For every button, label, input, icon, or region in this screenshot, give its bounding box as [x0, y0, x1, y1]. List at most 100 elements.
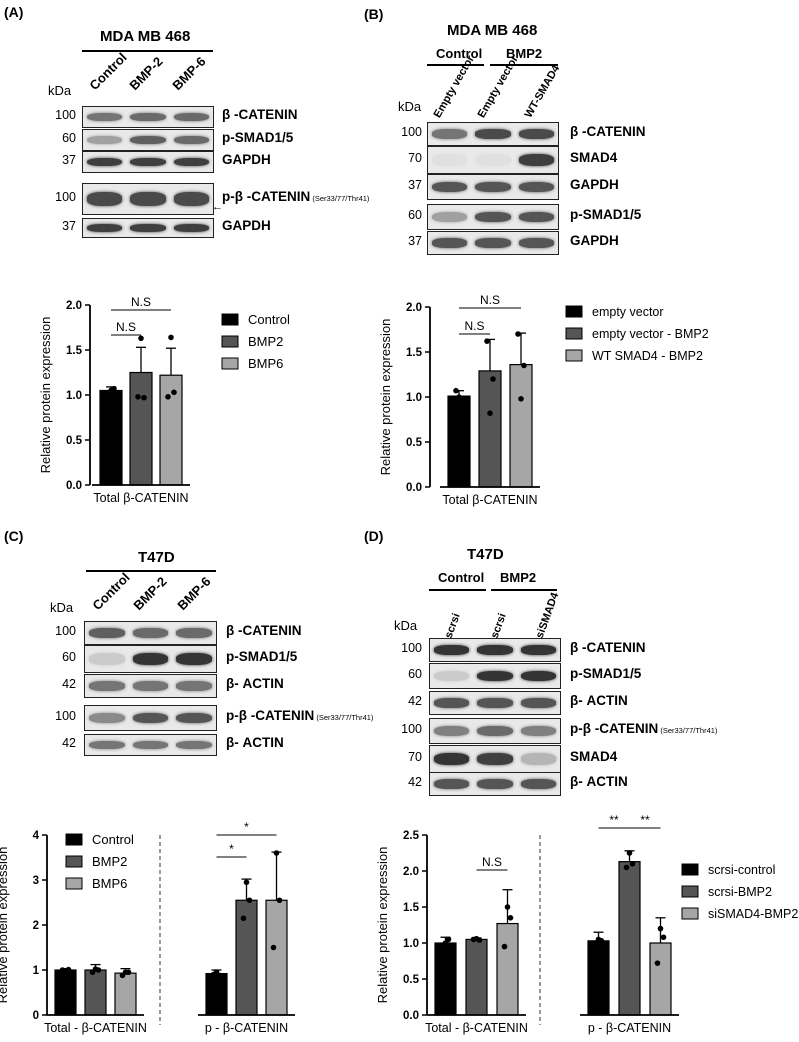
mw-marker: 37	[62, 153, 76, 167]
data-point	[240, 915, 247, 922]
data-point	[476, 937, 483, 943]
protein-band	[434, 779, 470, 789]
protein-name: SMAD4	[570, 150, 618, 165]
mw-marker: 37	[62, 219, 76, 233]
protein-band	[87, 192, 123, 206]
protein-band	[89, 653, 125, 665]
mw-marker: 37	[408, 234, 422, 248]
protein-band	[432, 238, 468, 248]
protein-label: β- ACTIN	[226, 735, 284, 750]
protein-name: GAPDH	[570, 233, 619, 248]
blot-strip	[429, 745, 561, 773]
legend-swatch	[221, 357, 239, 370]
significance-label: N.S	[482, 855, 502, 869]
y-tick-label: 2.0	[403, 866, 419, 878]
blot-strip	[429, 691, 561, 715]
protein-band	[87, 112, 123, 122]
blot-strip	[429, 772, 561, 796]
blot-strip	[82, 183, 214, 215]
blot-strip	[82, 129, 214, 151]
data-point	[171, 389, 177, 396]
mw-marker: 100	[401, 641, 422, 655]
protein-label: β -CATENIN	[570, 640, 645, 655]
lane-label-d-2: scrsi	[488, 611, 509, 640]
mw-marker: 37	[408, 178, 422, 192]
significance-label: N.S	[131, 295, 151, 309]
y-tick-label: 1.5	[66, 345, 83, 357]
significance-label: N.S	[116, 320, 136, 334]
data-point	[504, 904, 511, 910]
protein-name: β -CATENIN	[226, 623, 302, 638]
protein-band	[518, 154, 554, 166]
data-point	[243, 879, 250, 886]
legend-label: Control	[248, 312, 290, 327]
protein-band	[477, 753, 513, 765]
x-category-label: Total β-CATENIN	[93, 491, 188, 505]
protein-band	[89, 681, 125, 691]
data-point	[484, 338, 490, 344]
bar	[587, 940, 610, 1016]
protein-name: β -CATENIN	[570, 124, 646, 139]
y-tick-label: 1.5	[403, 902, 420, 914]
blot-strip	[84, 621, 217, 645]
group-underline-b-control	[427, 64, 484, 66]
protein-band	[520, 645, 556, 655]
protein-name: β -CATENIN	[222, 107, 298, 122]
protein-band	[477, 670, 513, 682]
bar	[265, 899, 288, 1016]
protein-band	[475, 154, 511, 166]
blot-strip	[84, 674, 217, 698]
data-point	[623, 864, 630, 871]
bar	[99, 389, 123, 486]
protein-band	[176, 740, 212, 750]
bar-chart-a: 0.0 0.5 1.0 1.5 2.0 Relative protein expressi…	[38, 295, 290, 505]
protein-label: β -CATENIN	[222, 107, 297, 122]
protein-band	[475, 211, 511, 223]
protein-band	[434, 753, 470, 765]
data-point	[459, 396, 465, 403]
protein-label: p-β -CATENIN (Ser33/77/Thr41)	[222, 189, 369, 204]
y-tick-label: 0.0	[406, 482, 422, 494]
mw-marker: 60	[408, 208, 422, 222]
protein-name: p-SMAD1/5	[570, 666, 642, 681]
mw-marker: 100	[55, 108, 76, 122]
protein-band	[89, 740, 125, 750]
protein-label: GAPDH	[570, 177, 619, 192]
group-label-b-control: Control	[436, 46, 483, 61]
mw-marker: 60	[62, 131, 76, 145]
protein-band	[518, 238, 554, 248]
blot-strip	[429, 638, 561, 662]
phospho-site-label: (Ser33/77/Thr41)	[658, 726, 718, 735]
panel-label-b: (B)	[364, 6, 384, 22]
protein-name: β- ACTIN	[226, 735, 284, 750]
protein-band	[173, 224, 209, 232]
protein-name: p-β -CATENIN	[222, 189, 311, 204]
kda-label-c: kDa	[50, 600, 74, 615]
blot-strip	[82, 106, 214, 128]
lane-label-d-1: scrsi	[442, 611, 463, 640]
bar-chart-b: 0.0 0.5 1.0 1.5 2.0 Relative protein expressi…	[378, 293, 709, 507]
bar	[84, 969, 107, 1016]
data-point	[95, 967, 102, 973]
phospho-site-label: (Ser33/77/Thr41)	[314, 713, 374, 722]
protein-band	[176, 712, 212, 724]
bar	[465, 938, 488, 1016]
lane-label-a-2: BMP-2	[126, 53, 166, 93]
protein-band	[432, 181, 468, 193]
legend-swatch	[565, 305, 583, 318]
bar	[159, 374, 183, 486]
protein-label: β -CATENIN	[570, 124, 645, 139]
data-point	[521, 362, 527, 369]
legend-label: BMP6	[248, 356, 283, 371]
protein-band	[176, 653, 212, 665]
band-arrow-icon: ←	[212, 201, 223, 213]
protein-name: β- ACTIN	[570, 774, 628, 789]
group-label-b-bmp2: BMP2	[506, 46, 543, 61]
data-point	[518, 396, 524, 402]
data-point	[453, 387, 459, 394]
bar	[649, 942, 672, 1016]
x-category-label: p - β-CATENIN	[205, 1021, 288, 1035]
legend-swatch	[221, 313, 239, 326]
cell-line-title-d: T47D	[467, 546, 504, 563]
legend-swatch	[65, 877, 83, 890]
